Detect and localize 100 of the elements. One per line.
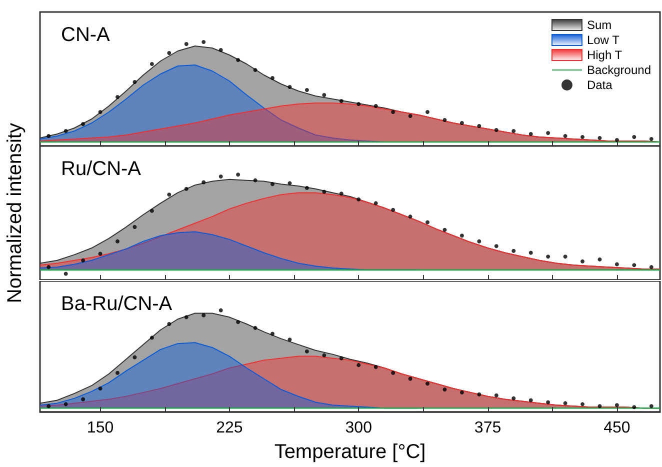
point [632,263,636,268]
point [442,118,447,122]
point [614,262,619,267]
point [563,254,568,259]
point [304,186,309,190]
point [477,124,482,128]
point [288,182,292,186]
point [339,192,344,196]
point [494,128,498,132]
point [322,190,326,194]
point [150,209,154,214]
point [477,392,482,396]
point [356,102,361,106]
point [46,265,51,270]
y-axis-title: Normalized intensity [4,123,26,304]
point [408,214,412,219]
point [236,320,240,324]
point [580,402,584,406]
x-tick-label: 375 [474,419,502,436]
point [546,254,550,259]
point [614,138,619,142]
point [632,404,636,409]
legend-label: High T [586,48,623,62]
point [184,42,188,46]
legend-label: Data [586,78,613,92]
legend-label: Background [586,63,652,77]
point [512,249,516,254]
point [116,240,120,244]
point [649,404,654,408]
point [150,335,154,340]
point [236,172,240,177]
point [426,220,430,225]
point [391,370,396,375]
point [339,99,344,103]
point [339,356,344,360]
point [408,376,412,380]
point [218,174,223,179]
point [442,387,447,392]
point [116,95,120,99]
point [632,135,636,139]
point [614,402,619,407]
point [374,364,378,369]
point [202,180,206,185]
point [81,396,86,401]
point [374,202,378,206]
chart-title: CN-A [61,24,111,46]
point [270,331,274,336]
point [253,68,258,72]
point [528,132,533,136]
legend-label: Sum [586,18,612,32]
point [288,85,292,89]
point [391,110,396,114]
point [546,131,550,135]
point [98,386,102,390]
point [391,208,396,212]
point [253,326,258,330]
point [356,198,361,202]
point [322,93,326,97]
point [270,182,274,186]
point [408,114,412,118]
point [167,192,172,197]
point [132,80,137,84]
point [494,244,498,248]
point [580,260,584,264]
point [98,110,102,114]
point [512,396,516,400]
x-tick-label: 300 [345,419,372,436]
point [167,51,172,55]
point [81,122,86,126]
x-tick-label: 450 [604,419,630,436]
chart-title: Ru/CN-A [61,158,142,180]
point [304,88,309,92]
point [460,390,464,394]
point [494,393,498,398]
point [64,402,68,406]
point [546,400,550,404]
point [649,137,654,141]
point [132,225,137,230]
point [460,121,464,125]
point [218,308,223,312]
point [563,134,568,138]
point [202,312,206,317]
point [184,187,188,192]
x-axis-title: Temperature [°C] [274,440,426,463]
point [563,400,568,405]
point [374,104,378,108]
point [64,272,68,276]
point [528,251,533,256]
point [116,370,120,375]
point [288,337,292,342]
point [322,352,326,357]
point [184,314,188,319]
point [270,76,274,80]
legend-label: Low T [586,33,620,47]
x-tick-label: 225 [216,419,243,436]
x-tick-label: 150 [86,419,114,436]
point [528,398,533,402]
point [442,228,447,232]
point [46,134,51,138]
point [218,48,223,52]
